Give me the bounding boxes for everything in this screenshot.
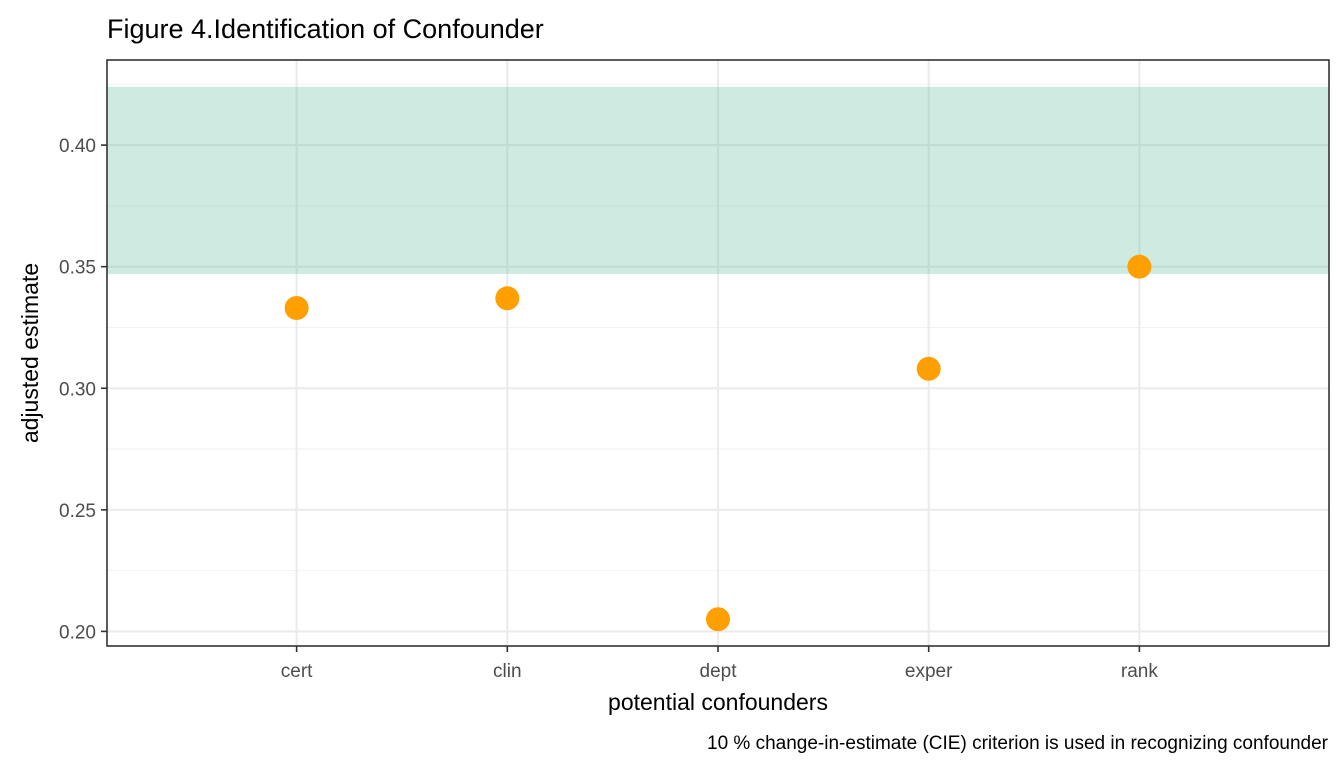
major-gridlines [107, 60, 1329, 646]
y-axis-tick-labels: 0.20 0.25 0.30 0.35 0.40 [59, 136, 96, 643]
y-tick-label: 0.40 [59, 136, 96, 157]
x-axis-ticks [295, 646, 1141, 652]
x-axis-tick-labels: cert clin dept exper rank [281, 661, 1159, 682]
data-point-clin [495, 286, 520, 311]
chart-caption: 10 % change-in-estimate (CIE) criterion … [707, 733, 1329, 754]
data-point-exper [916, 356, 941, 381]
chart-title: Figure 4.Identification of Confounder [107, 14, 544, 44]
data-point-cert [284, 296, 309, 321]
x-tick-label-clin: clin [493, 661, 522, 682]
y-axis-ticks [101, 144, 107, 633]
x-tick-label-rank: rank [1121, 661, 1158, 682]
y-tick-label: 0.35 [59, 258, 96, 279]
y-axis-label: adjusted estimate [17, 263, 43, 443]
y-tick-label: 0.30 [59, 379, 96, 400]
x-tick-label-dept: dept [700, 661, 738, 682]
cie-threshold-band [107, 86, 1329, 274]
data-point-dept [706, 607, 730, 632]
y-tick-label: 0.20 [59, 622, 96, 643]
data-point-rank [1127, 254, 1152, 279]
x-tick-label-exper: exper [905, 661, 953, 682]
x-axis-label: potential confounders [608, 689, 828, 715]
x-tick-label-cert: cert [281, 661, 313, 682]
data-points [284, 254, 1152, 632]
y-tick-label: 0.25 [59, 501, 96, 522]
